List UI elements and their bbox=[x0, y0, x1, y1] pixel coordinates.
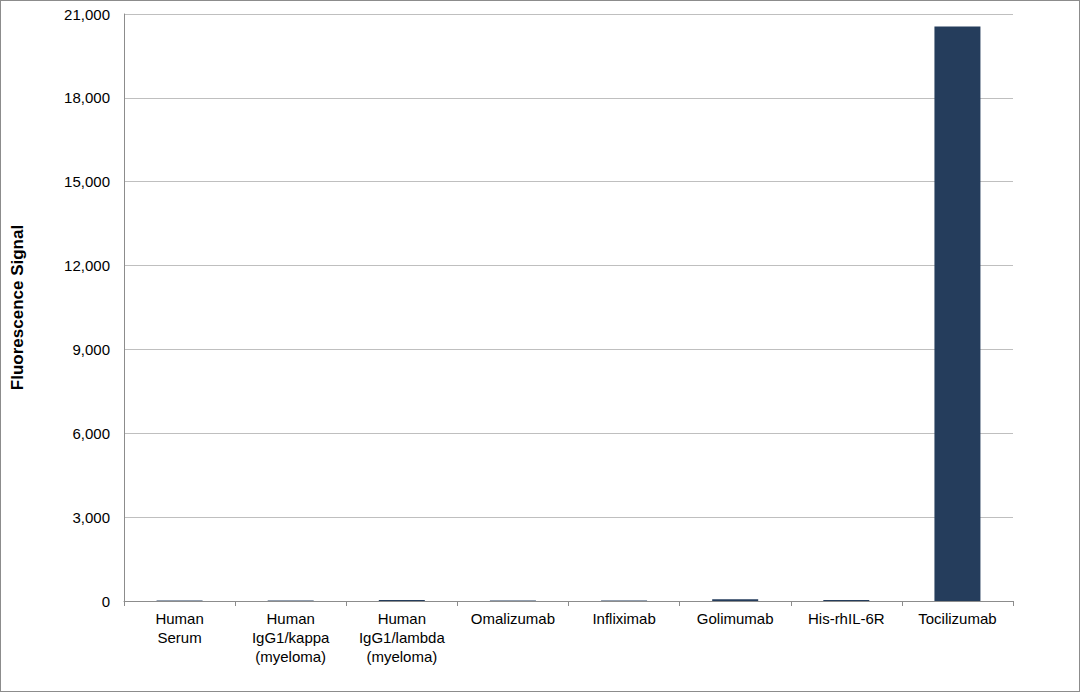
svg-text:Fluorescence Signal: Fluorescence Signal bbox=[8, 225, 27, 390]
svg-text:Tocilizumab: Tocilizumab bbox=[918, 610, 996, 627]
svg-text:3,000: 3,000 bbox=[72, 509, 110, 526]
svg-text:Golimumab: Golimumab bbox=[697, 610, 774, 627]
svg-text:21,000: 21,000 bbox=[64, 6, 110, 23]
svg-text:0: 0 bbox=[102, 593, 110, 610]
svg-text:9,000: 9,000 bbox=[72, 341, 110, 358]
svg-text:Serum: Serum bbox=[157, 629, 201, 646]
svg-text:12,000: 12,000 bbox=[64, 257, 110, 274]
svg-text:His-rhIL-6R: His-rhIL-6R bbox=[808, 610, 885, 627]
svg-text:Human: Human bbox=[155, 610, 203, 627]
svg-text:15,000: 15,000 bbox=[64, 173, 110, 190]
svg-text:IgG1/kappa: IgG1/kappa bbox=[252, 629, 330, 646]
svg-text:Infliximab: Infliximab bbox=[592, 610, 655, 627]
svg-text:Human: Human bbox=[267, 610, 315, 627]
svg-text:Omalizumab: Omalizumab bbox=[471, 610, 555, 627]
svg-text:(myeloma): (myeloma) bbox=[366, 648, 437, 665]
svg-text:(myeloma): (myeloma) bbox=[255, 648, 326, 665]
svg-text:18,000: 18,000 bbox=[64, 89, 110, 106]
svg-text:Human: Human bbox=[378, 610, 426, 627]
svg-text:6,000: 6,000 bbox=[72, 425, 110, 442]
svg-text:IgG1/lambda: IgG1/lambda bbox=[359, 629, 446, 646]
